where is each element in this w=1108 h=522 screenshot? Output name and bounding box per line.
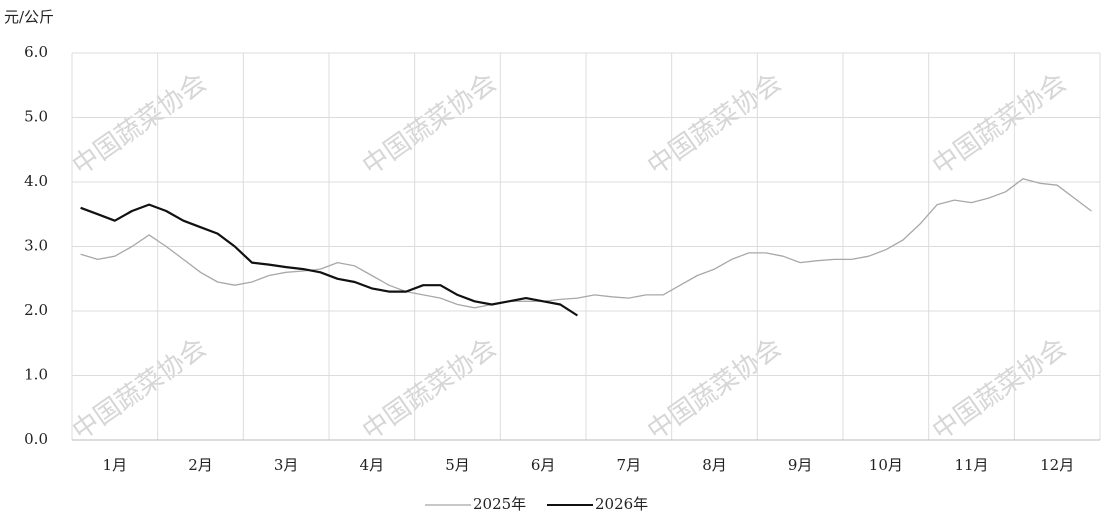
watermark: 中国蔬菜协会 (642, 68, 787, 182)
y-tick-label: 5.0 (24, 108, 48, 126)
x-tick-label: 6月 (531, 456, 556, 474)
x-tick-label: 12月 (1040, 456, 1074, 474)
y-tick-label: 3.0 (24, 237, 48, 255)
y-tick-label: 0.0 (24, 430, 48, 448)
y-tick-label: 2.0 (24, 301, 48, 319)
x-tick-label: 8月 (702, 456, 727, 474)
x-tick-label: 5月 (445, 456, 470, 474)
x-tick-label: 3月 (274, 456, 299, 474)
watermark: 中国蔬菜协会 (357, 333, 502, 447)
y-tick-label: 6.0 (24, 43, 48, 61)
legend-label: 2026年 (595, 495, 648, 513)
legend-label: 2025年 (473, 495, 526, 513)
y-tick-label: 1.0 (24, 366, 48, 384)
series-line (80, 178, 1092, 309)
x-tick-label: 2月 (188, 456, 213, 474)
watermark: 中国蔬菜协会 (357, 68, 502, 182)
y-axis-label: 元/公斤 (4, 8, 54, 26)
x-tick-label: 7月 (617, 456, 642, 474)
x-tick-label: 4月 (360, 456, 385, 474)
x-tick-label: 9月 (788, 456, 813, 474)
watermark: 中国蔬菜协会 (642, 333, 787, 447)
x-tick-label: 11月 (954, 456, 988, 474)
watermark: 中国蔬菜协会 (927, 68, 1072, 182)
x-tick-label: 10月 (869, 456, 903, 474)
watermark: 中国蔬菜协会 (67, 333, 212, 447)
series-line (80, 203, 578, 317)
watermark: 中国蔬菜协会 (927, 333, 1072, 447)
y-tick-label: 4.0 (24, 172, 48, 190)
x-tick-label: 1月 (103, 456, 128, 474)
watermark: 中国蔬菜协会 (67, 68, 212, 182)
